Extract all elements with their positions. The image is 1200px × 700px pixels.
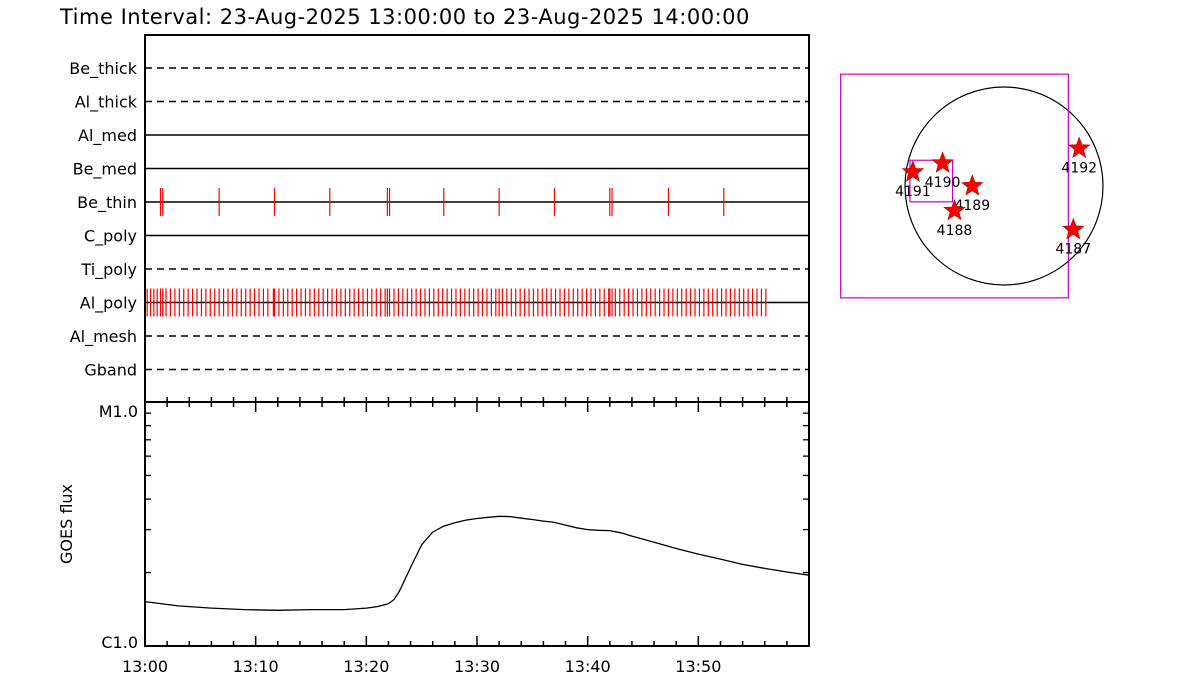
goes-ylabel: GOES flux xyxy=(57,484,76,564)
fov-small-box xyxy=(909,159,954,203)
active-region-label: 4188 xyxy=(937,223,973,239)
chart-title: Time Interval: 23-Aug-2025 13:00:00 to 2… xyxy=(59,5,750,29)
filter-label-be_thick: Be_thick xyxy=(69,59,137,79)
active-region-label: 4189 xyxy=(954,198,990,214)
fov-large-box xyxy=(840,73,1069,299)
goes-panel: 13:00 13:10 13:20 13:30 13:40 13:50 M1.0 C1.0 G… xyxy=(57,397,810,676)
timeline-frame xyxy=(144,34,810,403)
active-region-marker xyxy=(1067,136,1091,159)
filter-label-be_thin: Be_thin xyxy=(77,193,137,213)
active-region-marker xyxy=(901,160,925,182)
active-region-label: 4191 xyxy=(895,184,931,200)
x-tick-label: 13:20 xyxy=(343,657,389,676)
active-region-label: 4190 xyxy=(925,175,961,191)
active-region-label: 4187 xyxy=(1055,242,1091,258)
y-tick-label-top: M1.0 xyxy=(99,402,138,421)
filter-timeline-panel: Be_thick Al_thick Al_med Be_med Be_thin C_pol… xyxy=(69,34,810,403)
filter-label-al_poly: Al_poly xyxy=(80,294,137,314)
filter-label-al_thick: Al_thick xyxy=(75,93,138,113)
y-tick-label-bottom: C1.0 xyxy=(101,633,138,652)
x-tick-label: 13:40 xyxy=(565,657,611,676)
x-tick-label: 13:30 xyxy=(454,657,500,676)
active-region-label: 4192 xyxy=(1061,160,1097,176)
filter-label-al_med: Al_med xyxy=(78,126,137,146)
active-region-marker xyxy=(931,151,954,173)
filter-label-c_poly: C_poly xyxy=(84,227,137,247)
solar-limb xyxy=(904,86,1104,286)
x-tick-label: 13:00 xyxy=(122,657,168,676)
goes-flux-series xyxy=(144,515,810,611)
filter-label-be_med: Be_med xyxy=(73,160,137,180)
filter-label-al_mesh: Al_mesh xyxy=(70,327,137,347)
filter-label-ti_poly: Ti_poly xyxy=(80,260,137,280)
x-tick-label: 13:50 xyxy=(675,657,721,676)
active-region-marker xyxy=(961,174,984,196)
x-tick-label: 13:10 xyxy=(233,657,279,676)
filter-label-gband: Gband xyxy=(84,361,137,380)
active-region-marker xyxy=(943,198,966,221)
active-region-marker xyxy=(1061,217,1085,240)
